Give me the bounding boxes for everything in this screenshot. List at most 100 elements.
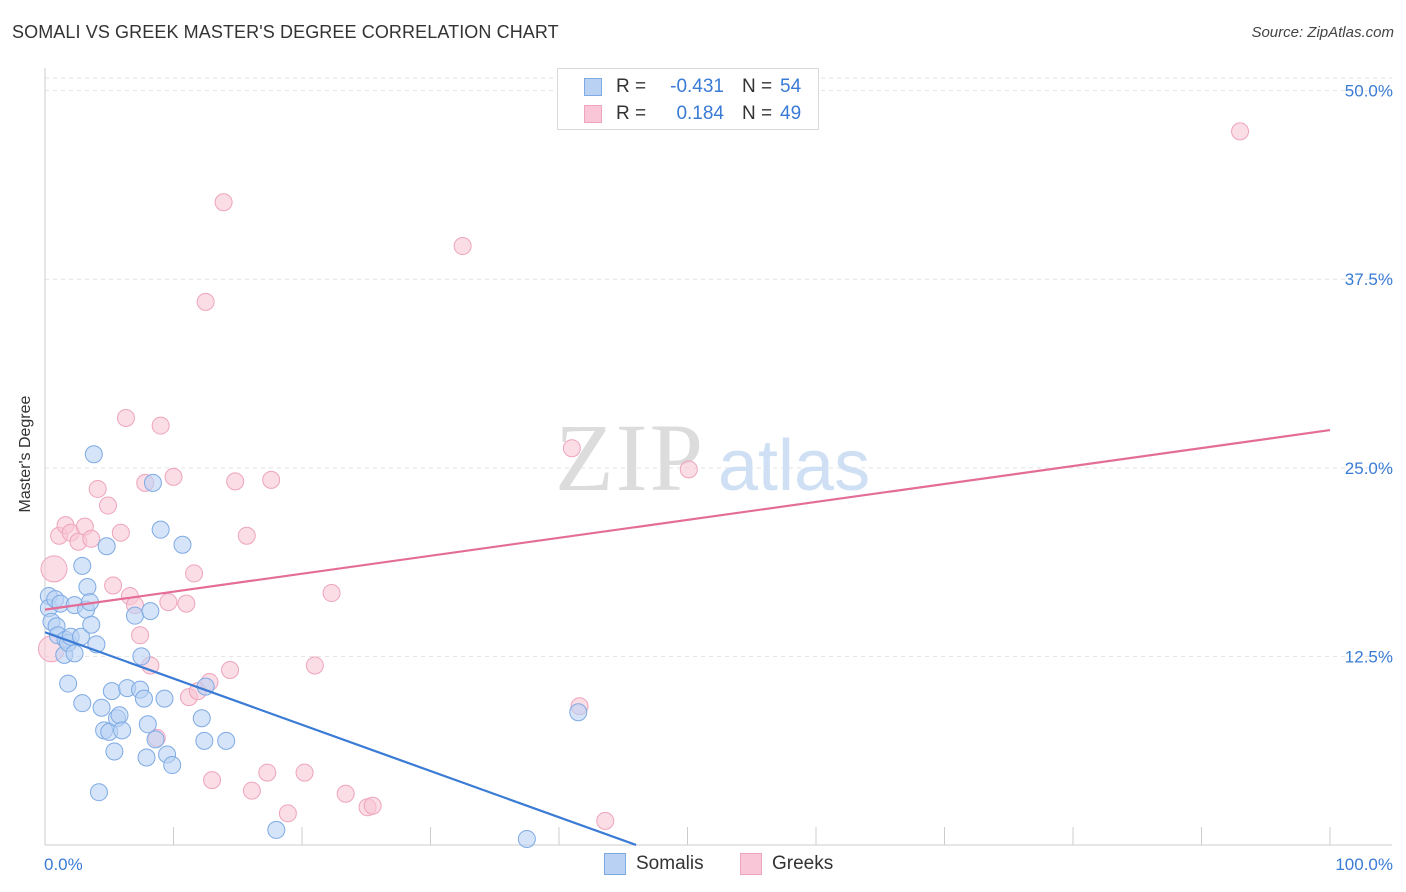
somalis-point — [138, 715, 157, 734]
greeks-point — [131, 626, 150, 645]
somalis-point — [569, 703, 588, 722]
greeks-point — [295, 763, 314, 782]
y-tick-labels: 12.5% 25.0% 37.5% 50.0% — [1345, 82, 1393, 667]
somalis-point — [132, 647, 151, 666]
axes — [44, 68, 1392, 846]
greeks-point — [185, 564, 204, 583]
greeks-point — [151, 416, 170, 435]
y-tick-label: 12.5% — [1345, 647, 1393, 666]
y-tick-label: 50.0% — [1345, 82, 1393, 101]
legend-n-value: 54 — [780, 76, 802, 97]
somalis-point — [141, 602, 160, 621]
somalis-point — [73, 556, 92, 575]
somalis-point — [105, 742, 124, 761]
somalis-point — [125, 606, 144, 625]
greeks-point — [177, 594, 196, 613]
greeks-point — [237, 526, 256, 545]
greeks-point — [221, 660, 240, 679]
greeks-point — [40, 555, 68, 583]
greeks-point — [116, 409, 135, 428]
greeks-point — [262, 470, 281, 489]
somalis-point — [192, 709, 211, 728]
legend-label-somalis: Somalis — [636, 853, 704, 874]
legend-n-label: N = — [742, 103, 773, 124]
legend-n-value: 49 — [780, 103, 802, 124]
legend-item-somalis[interactable]: Somalis — [604, 852, 704, 876]
somalis-point — [92, 698, 111, 717]
somalis-point — [217, 731, 236, 750]
source-label: Source: ZipAtlas.com — [1251, 24, 1394, 41]
legend-r-label: R = — [616, 103, 647, 124]
greeks-point — [242, 781, 261, 800]
legend-row-greeks: R = 0.184 N = 49 — [584, 102, 801, 126]
greeks-point — [159, 593, 178, 612]
greeks-point — [363, 796, 382, 815]
somalis-point — [134, 689, 153, 708]
somalis-point — [65, 644, 84, 663]
greeks-point — [278, 804, 297, 823]
legend-item-greeks[interactable]: Greeks — [740, 852, 833, 876]
somalis-point — [73, 694, 92, 713]
y-axis-label: Master's Degree — [17, 395, 34, 513]
greeks-trend-line — [44, 429, 1331, 611]
somalis-point — [517, 829, 536, 848]
greeks-point — [88, 479, 107, 498]
greeks-point — [203, 771, 222, 790]
x-tick-labels: 0.0% 100.0% — [44, 855, 1393, 874]
greeks-point — [111, 523, 130, 542]
legend-r-value: 0.184 — [676, 103, 724, 124]
somalis-point — [97, 537, 116, 556]
greeks-point — [596, 811, 615, 830]
somalis-point — [195, 731, 214, 750]
trend-lines — [44, 429, 1331, 847]
somalis-point — [84, 445, 103, 464]
greeks-point — [196, 292, 215, 311]
watermark-zip: ZIP — [555, 404, 705, 511]
legend-r-value: -0.431 — [670, 76, 724, 97]
legend-swatch-greeks — [584, 105, 602, 123]
somalis-point — [82, 615, 101, 634]
somalis-point — [173, 535, 192, 554]
somalis-point — [267, 820, 286, 839]
x-tick-label: 100.0% — [1335, 855, 1393, 874]
x-tick-label: 0.0% — [44, 855, 83, 874]
somalis-point — [143, 473, 162, 492]
somalis-point — [89, 783, 108, 802]
somalis-point — [163, 756, 182, 775]
greeks-point — [322, 584, 341, 603]
somalis-point — [146, 730, 165, 749]
greeks-point — [104, 576, 123, 595]
greeks-point — [258, 763, 277, 782]
chart-title: SOMALI VS GREEK MASTER'S DEGREE CORRELAT… — [12, 22, 559, 42]
somalis-point — [102, 682, 121, 701]
watermark-atlas: atlas — [718, 426, 870, 506]
somalis-point — [59, 674, 78, 693]
greeks-point — [336, 784, 355, 803]
legend-row-somalis: R = -0.431 N = 54 — [584, 75, 801, 99]
greeks-point — [1231, 122, 1250, 141]
legend-label-greeks: Greeks — [772, 853, 834, 874]
somalis-point — [151, 520, 170, 539]
somalis-points — [39, 445, 588, 848]
greeks-point — [164, 467, 183, 486]
greeks-point — [453, 237, 472, 256]
legend-n-label: N = — [742, 76, 773, 97]
greeks-point — [562, 439, 581, 458]
greeks-point — [98, 496, 117, 515]
stats-legend: R = -0.431 N = 54 R = 0.184 N = 49 — [557, 68, 819, 130]
greeks-point — [679, 460, 698, 479]
greeks-point — [214, 193, 233, 212]
somalis-point — [155, 689, 174, 708]
greeks-point — [305, 656, 324, 675]
y-tick-label: 25.0% — [1345, 459, 1393, 478]
legend-swatch-somalis — [604, 853, 626, 875]
grid-lines — [45, 77, 1392, 657]
somalis-point — [110, 706, 129, 725]
y-tick-label: 37.5% — [1345, 270, 1393, 289]
greeks-point — [82, 529, 101, 548]
legend-swatch-somalis — [584, 78, 602, 96]
legend-swatch-greeks — [740, 853, 762, 875]
somalis-point — [78, 578, 97, 597]
legend-r-label: R = — [616, 76, 647, 97]
